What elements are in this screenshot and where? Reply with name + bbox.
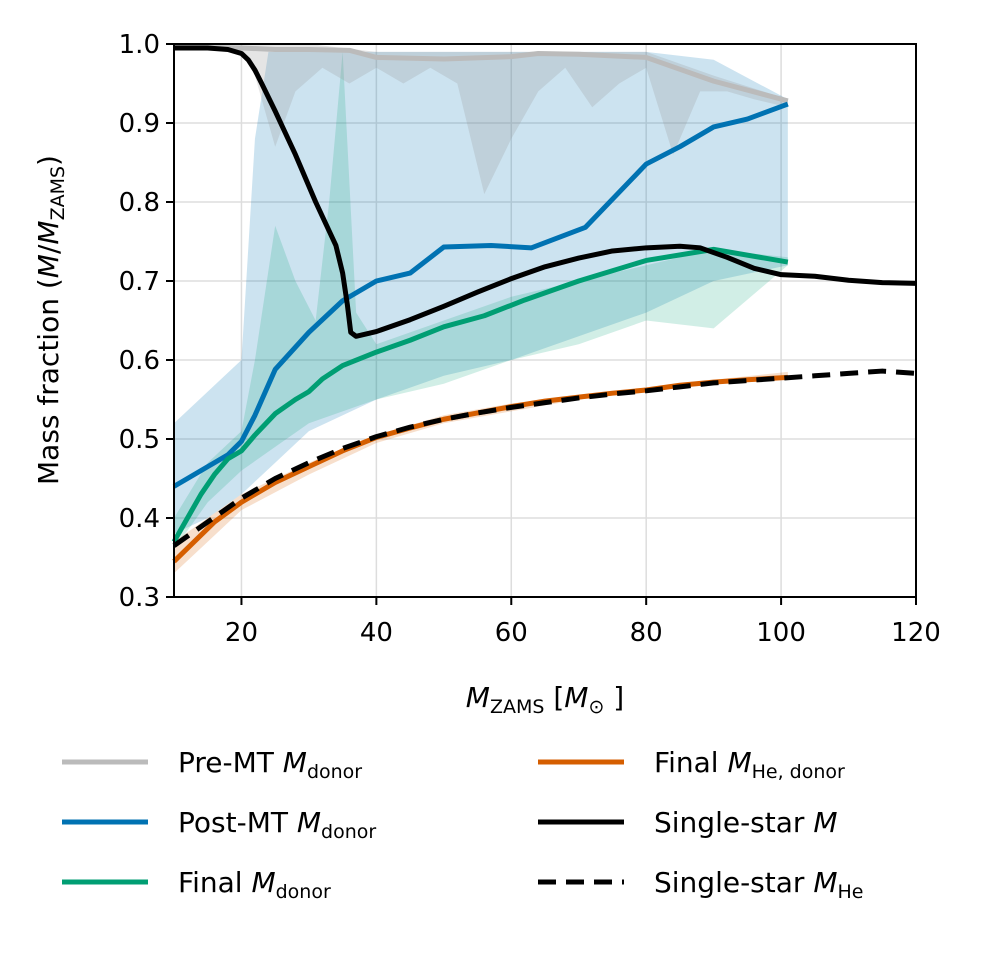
series-lines xyxy=(171,44,917,564)
x-axis-label-unit-base: M xyxy=(564,681,588,714)
x-tick-label: 60 xyxy=(495,618,528,648)
y-axis-label: Mass fraction (M/MZAMS) xyxy=(32,155,69,485)
pre-mt-range xyxy=(174,44,788,195)
x-axis-label-unit-open: [ xyxy=(544,681,564,714)
shaded-ranges xyxy=(174,44,788,574)
legend-single-star-he-label: Single-star MHe xyxy=(654,866,863,903)
legend-final-he-donor-label: Final MHe, donor xyxy=(654,746,845,783)
legend-single-star-he: Single-star MHe xyxy=(538,866,863,903)
y-tick-label: 0.9 xyxy=(119,109,160,139)
y-axis-label-prefix: Mass fraction ( xyxy=(32,278,65,485)
y-axis-label-sub: ZAMS xyxy=(47,166,69,220)
axis-ticks: 20 40 60 80 100 120 0.3 0.4 0.5 0.6 0.7 0.8 0.9 1.0 xyxy=(119,30,941,648)
y-tick-label: 0.3 xyxy=(119,583,160,613)
y-axis-label-base1: M xyxy=(32,254,65,278)
legend: Pre-MT Mdonor Post-MT Mdonor Final Mdonor F… xyxy=(62,746,863,903)
x-tick-label: 20 xyxy=(225,618,258,648)
legend-final-he-donor: Final MHe, donor xyxy=(538,746,845,783)
single-star-line xyxy=(174,45,917,339)
x-tick-label: 100 xyxy=(756,618,806,648)
y-axis-label-base2: M xyxy=(32,220,65,244)
legend-pre-mt: Pre-MT Mdonor xyxy=(62,746,362,783)
x-tick-label: 80 xyxy=(630,618,663,648)
plot-frame xyxy=(173,43,917,598)
y-axis-label-slash: / xyxy=(32,244,65,254)
x-axis-label: MZAMS [M⊙ ] xyxy=(466,681,624,718)
legend-single-star-label: Single-star M xyxy=(654,806,838,839)
final-donor-range xyxy=(174,51,788,550)
y-tick-label: 0.8 xyxy=(119,188,160,218)
pre-mt-line xyxy=(173,44,789,104)
x-axis-label-base: M xyxy=(466,681,490,714)
y-tick-label: 1.0 xyxy=(119,30,160,60)
legend-final-donor: Final Mdonor xyxy=(62,866,331,903)
legend-post-mt: Post-MT Mdonor xyxy=(62,806,376,843)
single-star-he-line xyxy=(172,368,917,548)
legend-final-donor-label: Final Mdonor xyxy=(178,866,331,903)
legend-single-star: Single-star M xyxy=(538,806,838,839)
y-tick-label: 0.5 xyxy=(119,425,160,455)
x-axis-label-unit-sub: ⊙ xyxy=(588,696,604,718)
x-axis-label-sub: ZAMS xyxy=(490,696,544,718)
x-tick-label: 40 xyxy=(360,618,393,648)
final-donor-line xyxy=(171,246,789,543)
post-mt-line xyxy=(172,101,789,489)
x-tick-label: 120 xyxy=(891,618,941,648)
legend-post-mt-label: Post-MT Mdonor xyxy=(178,806,376,843)
y-tick-label: 0.7 xyxy=(119,267,160,297)
y-axis-label-close: ) xyxy=(32,155,65,166)
legend-pre-mt-label: Pre-MT Mdonor xyxy=(178,746,362,783)
y-tick-label: 0.4 xyxy=(119,504,160,534)
x-axis-label-unit-close: ] xyxy=(604,681,624,714)
y-tick-label: 0.6 xyxy=(119,346,160,376)
